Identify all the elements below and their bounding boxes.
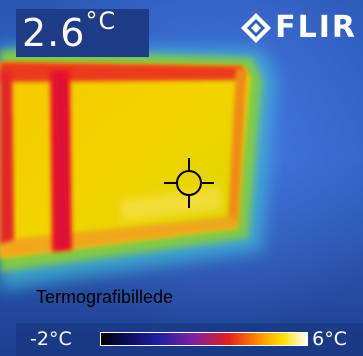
temperature-readout: 2.6°C (22, 9, 116, 57)
brand-logo: FLIR (239, 11, 357, 45)
scale-max-label: 6°C (312, 328, 347, 350)
temperature-value: 2.6 (22, 11, 86, 55)
pane-reflection (120, 186, 222, 222)
window-right-frame (228, 68, 247, 222)
window-mullion-core (56, 76, 67, 248)
temperature-unit: °C (85, 7, 117, 35)
color-scale-bar (100, 332, 308, 346)
crosshair-icon (164, 158, 214, 208)
temperature-scale: -2°C 6°C (16, 323, 363, 356)
image-caption: Termografibillede (36, 287, 174, 307)
flir-diamond-logo-icon (241, 13, 272, 43)
window-left-frame (0, 70, 14, 244)
temperature-readout-box (16, 9, 149, 57)
scale-min-label: -2°C (30, 328, 72, 350)
brand-name: FLIR (275, 10, 357, 45)
